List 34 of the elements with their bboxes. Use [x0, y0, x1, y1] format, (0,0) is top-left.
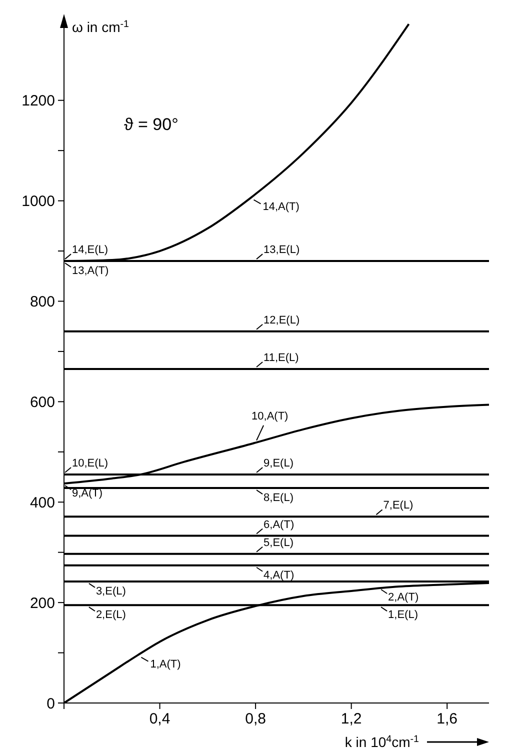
annotation: 6,A(T)	[264, 518, 294, 531]
y-tick-label: 0	[46, 695, 55, 712]
annotation: 2,E(L)	[96, 609, 126, 622]
annotation: 1,A(T)	[150, 658, 181, 670]
x-tick-label: 0,8	[245, 710, 266, 728]
annotation: ϑ = 90°	[124, 115, 178, 134]
annotation: 9,A(T)	[72, 488, 103, 500]
annotation: 4,A(T)	[264, 569, 294, 582]
y-tick-label: 800	[30, 294, 55, 311]
x-tick-label: 0,4	[149, 710, 170, 728]
annotation: 10,E(L)	[72, 457, 108, 470]
annotation: 14,A(T)	[262, 200, 300, 213]
annotation: 2,A(T)	[388, 591, 419, 604]
annotation: 10,A(T)	[252, 410, 288, 422]
annotation: 7,E(L)	[383, 500, 414, 512]
annotation: 8,E(L)	[264, 492, 294, 504]
y-tick-label: 600	[30, 394, 55, 411]
y-tick-label: 1000	[22, 193, 55, 210]
annotation: 12,E(L)	[264, 314, 300, 326]
x-tick-label: 1,6	[436, 710, 458, 728]
annotation: 3,E(L)	[96, 585, 126, 598]
annotation: 13,A(T)	[72, 265, 109, 278]
annotation: 13,E(L)	[264, 244, 300, 256]
y-axis-title: ω in cm$^{-1}$	[72, 18, 129, 35]
annotation: 1,E(L)	[388, 609, 418, 622]
annotation: 11,E(L)	[264, 352, 299, 364]
annotation: 9,E(L)	[264, 457, 294, 470]
x-tick-label: 1,2	[340, 710, 362, 728]
annotation: 14,E(L)	[72, 244, 108, 256]
y-tick-label: 1200	[22, 92, 55, 110]
y-tick-label: 200	[30, 594, 55, 612]
y-tick-label: 400	[30, 494, 55, 512]
annotation: 5,E(L)	[264, 536, 294, 549]
x-axis-title: k in 10$^{4}$cm$^{-1}$	[344, 734, 419, 750]
